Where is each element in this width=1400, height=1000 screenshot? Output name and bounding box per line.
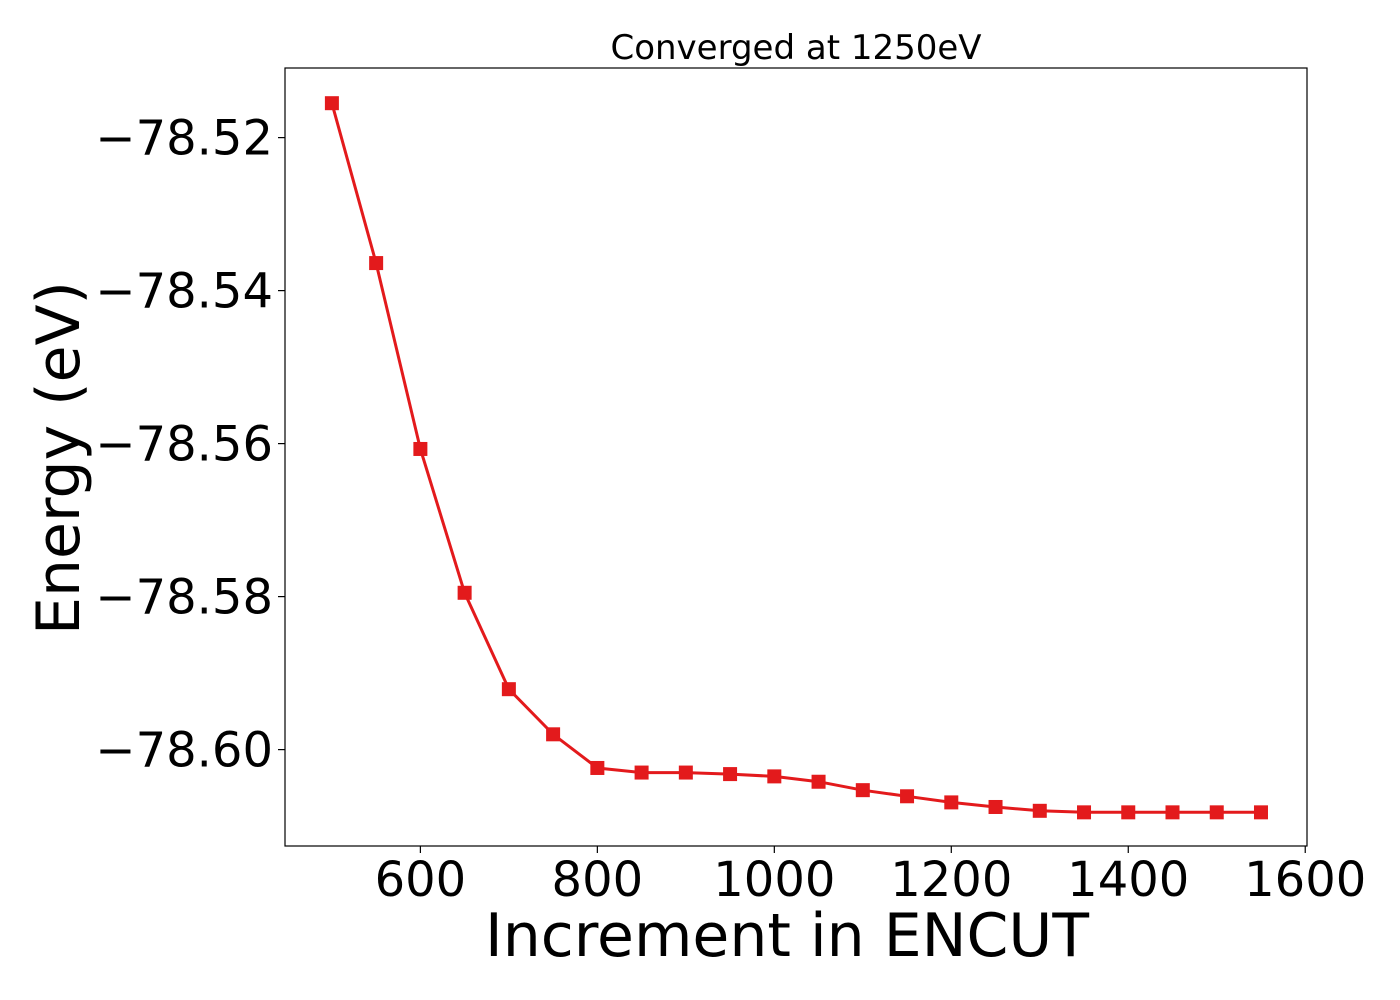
x-tick-label: 800 bbox=[552, 852, 644, 908]
data-point-marker bbox=[900, 789, 915, 804]
data-point-marker bbox=[413, 441, 428, 456]
y-tick-label: −78.60 bbox=[95, 723, 273, 779]
x-axis-label: Increment in ENCUT bbox=[485, 901, 1089, 971]
data-point-marker bbox=[678, 765, 693, 780]
data-point-marker bbox=[811, 774, 826, 789]
y-tick-label: −78.56 bbox=[95, 417, 273, 473]
data-point-marker bbox=[457, 585, 472, 600]
y-tick-label: −78.54 bbox=[95, 264, 273, 320]
data-point-marker bbox=[369, 256, 384, 271]
x-tick-label: 1200 bbox=[890, 852, 1012, 908]
x-tick-label: 1600 bbox=[1244, 852, 1366, 908]
x-tick-label: 600 bbox=[375, 852, 467, 908]
data-point-marker bbox=[855, 783, 870, 798]
data-point-marker bbox=[1121, 805, 1136, 820]
data-point-marker bbox=[988, 799, 1003, 814]
data-point-marker bbox=[944, 795, 959, 810]
chart-title: Converged at 1250eV bbox=[610, 28, 981, 68]
data-point-marker bbox=[1165, 805, 1180, 820]
plot-frame bbox=[284, 67, 1308, 847]
data-point-marker bbox=[590, 760, 605, 775]
data-point-marker bbox=[634, 765, 649, 780]
y-axis-label: Energy (eV) bbox=[24, 281, 94, 635]
data-point-marker bbox=[1032, 803, 1047, 818]
data-point-marker bbox=[324, 96, 339, 111]
x-axis: 600 800 1000 1200 1400 1600 bbox=[375, 846, 1366, 908]
data-point-marker bbox=[501, 682, 516, 697]
data-point-marker bbox=[1253, 805, 1268, 820]
x-tick-label: 1000 bbox=[713, 852, 835, 908]
plot-area bbox=[324, 96, 1268, 820]
y-axis: −78.52 −78.54 −78.56 −78.58 −78.60 bbox=[95, 111, 285, 779]
y-tick-label: −78.58 bbox=[95, 570, 273, 626]
x-tick-label: 1400 bbox=[1067, 852, 1189, 908]
y-tick-label: −78.52 bbox=[95, 111, 273, 167]
data-point-marker bbox=[723, 767, 738, 782]
series-line bbox=[330, 102, 1261, 814]
data-point-marker bbox=[1077, 805, 1092, 820]
data-point-marker bbox=[767, 769, 782, 784]
data-point-marker bbox=[1209, 805, 1224, 820]
data-point-marker bbox=[546, 727, 561, 742]
